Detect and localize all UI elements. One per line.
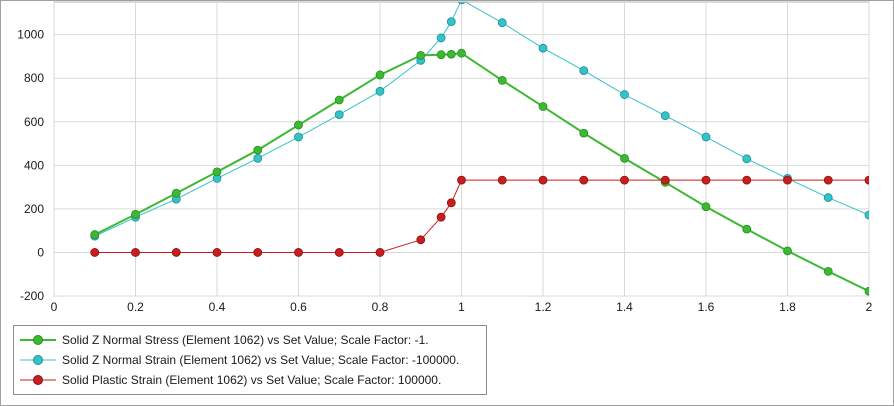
data-point-plastic-strain bbox=[579, 175, 589, 185]
data-point-plastic-strain bbox=[742, 175, 752, 185]
data-point-stress bbox=[497, 76, 507, 85]
legend-label: Solid Plastic Strain (Element 1062) vs S… bbox=[62, 373, 442, 387]
legend: Solid Z Normal Stress (Element 1062) vs … bbox=[13, 325, 487, 395]
data-point-plastic-strain bbox=[457, 175, 466, 185]
y-tick-label: 400 bbox=[24, 158, 44, 172]
series-line-stress bbox=[94, 52, 869, 293]
legend-item-plastic-strain[interactable]: Solid Plastic Strain (Element 1062) vs S… bbox=[14, 370, 486, 390]
data-point-stress bbox=[212, 167, 222, 177]
data-point-stress bbox=[864, 286, 869, 296]
data-point-stress bbox=[446, 49, 456, 59]
x-tick-label: 1.4 bbox=[616, 300, 633, 314]
data-point-strain bbox=[864, 210, 869, 220]
data-point-plastic-strain bbox=[823, 175, 833, 185]
data-point-stress bbox=[416, 50, 426, 60]
data-point-plastic-strain bbox=[446, 198, 456, 208]
data-point-plastic-strain bbox=[253, 248, 263, 257]
chart-plot: 0 0.2 0.4 0.6 0.8 1 1.2 1.4 1.6 1.8 2 -200 0 200 400 60… bbox=[17, 1, 873, 314]
data-point-strain bbox=[660, 111, 670, 121]
x-tick-label: 0.2 bbox=[127, 300, 144, 314]
data-point-stress bbox=[823, 266, 833, 276]
legend-swatch-strain bbox=[20, 355, 56, 365]
data-point-plastic-strain bbox=[701, 175, 711, 185]
data-point-stress bbox=[375, 70, 385, 80]
legend-swatch-marker bbox=[33, 335, 43, 345]
y-tick-label: 800 bbox=[24, 71, 44, 85]
x-tick-label: 0.6 bbox=[290, 300, 307, 314]
data-point-stress bbox=[579, 128, 589, 138]
data-point-plastic-strain bbox=[294, 248, 303, 257]
data-point-stress bbox=[90, 230, 100, 239]
data-point-plastic-strain bbox=[212, 248, 222, 257]
data-point-plastic-strain bbox=[436, 212, 446, 222]
x-tick-label: 1.6 bbox=[698, 300, 715, 314]
series-stress bbox=[90, 48, 869, 296]
x-tick-label: 0.8 bbox=[372, 300, 389, 314]
y-tick-label: 1000 bbox=[17, 28, 44, 42]
data-point-stress bbox=[457, 48, 466, 58]
data-point-stress bbox=[171, 188, 181, 198]
data-point-stress bbox=[436, 50, 446, 60]
data-point-stress bbox=[538, 102, 548, 111]
series-line-plastic-strain bbox=[94, 179, 869, 253]
data-point-strain bbox=[538, 43, 548, 53]
data-point-plastic-strain bbox=[620, 175, 629, 185]
x-tick-label: 1.2 bbox=[535, 300, 552, 314]
legend-swatch-marker bbox=[33, 375, 43, 385]
data-point-strain bbox=[701, 132, 711, 142]
data-point-plastic-strain bbox=[334, 248, 344, 257]
y-tick-label: 200 bbox=[24, 202, 44, 216]
data-point-stress bbox=[701, 202, 711, 212]
data-point-strain bbox=[436, 33, 446, 43]
data-point-strain bbox=[742, 154, 752, 164]
data-point-stress bbox=[334, 95, 344, 105]
data-point-plastic-strain bbox=[864, 175, 869, 185]
legend-swatch-marker bbox=[33, 355, 43, 365]
data-point-plastic-strain bbox=[538, 175, 548, 185]
series-line-strain bbox=[94, 2, 869, 237]
data-point-stress bbox=[294, 120, 303, 130]
data-point-plastic-strain bbox=[171, 248, 181, 257]
data-point-strain bbox=[457, 2, 466, 5]
data-point-stress bbox=[131, 209, 140, 219]
data-point-strain bbox=[253, 153, 263, 163]
legend-label: Solid Z Normal Strain (Element 1062) vs … bbox=[62, 353, 460, 367]
data-point-stress bbox=[253, 145, 263, 155]
data-point-strain bbox=[823, 193, 833, 202]
data-point-plastic-strain bbox=[783, 175, 792, 185]
data-point-strain bbox=[375, 86, 385, 96]
axis-tick-labels: 0 0.2 0.4 0.6 0.8 1 1.2 1.4 1.6 1.8 2 -200 0 200 400 60… bbox=[17, 28, 872, 314]
data-point-plastic-strain bbox=[497, 175, 507, 185]
y-tick-label: 0 bbox=[37, 245, 44, 259]
y-tick-label: -200 bbox=[20, 289, 44, 303]
legend-item-strain[interactable]: Solid Z Normal Strain (Element 1062) vs … bbox=[14, 350, 486, 370]
x-tick-label: 1 bbox=[458, 300, 465, 314]
series-layer bbox=[90, 2, 869, 296]
data-point-strain bbox=[446, 17, 456, 27]
data-point-strain bbox=[334, 110, 344, 119]
legend-item-stress[interactable]: Solid Z Normal Stress (Element 1062) vs … bbox=[14, 330, 486, 350]
data-point-plastic-strain bbox=[90, 248, 100, 257]
y-tick-label: 600 bbox=[24, 115, 44, 129]
data-point-strain bbox=[497, 18, 507, 28]
x-tick-label: 2 bbox=[866, 300, 873, 314]
data-point-stress bbox=[620, 153, 629, 163]
legend-label: Solid Z Normal Stress (Element 1062) vs … bbox=[62, 333, 429, 347]
x-tick-label: 0 bbox=[51, 300, 58, 314]
data-point-strain bbox=[579, 66, 589, 75]
x-tick-label: 0.4 bbox=[209, 300, 226, 314]
data-point-stress bbox=[783, 246, 792, 256]
data-point-strain bbox=[294, 132, 303, 142]
x-tick-label: 1.8 bbox=[779, 300, 796, 314]
series-plastic-strain bbox=[90, 175, 869, 257]
legend-swatch-plastic-strain bbox=[20, 375, 56, 385]
data-point-stress bbox=[742, 224, 752, 234]
data-point-strain bbox=[620, 90, 629, 99]
data-point-plastic-strain bbox=[375, 248, 385, 257]
data-point-plastic-strain bbox=[416, 235, 426, 245]
data-point-plastic-strain bbox=[131, 248, 140, 257]
legend-swatch-stress bbox=[20, 335, 56, 345]
data-point-plastic-strain bbox=[660, 175, 670, 185]
